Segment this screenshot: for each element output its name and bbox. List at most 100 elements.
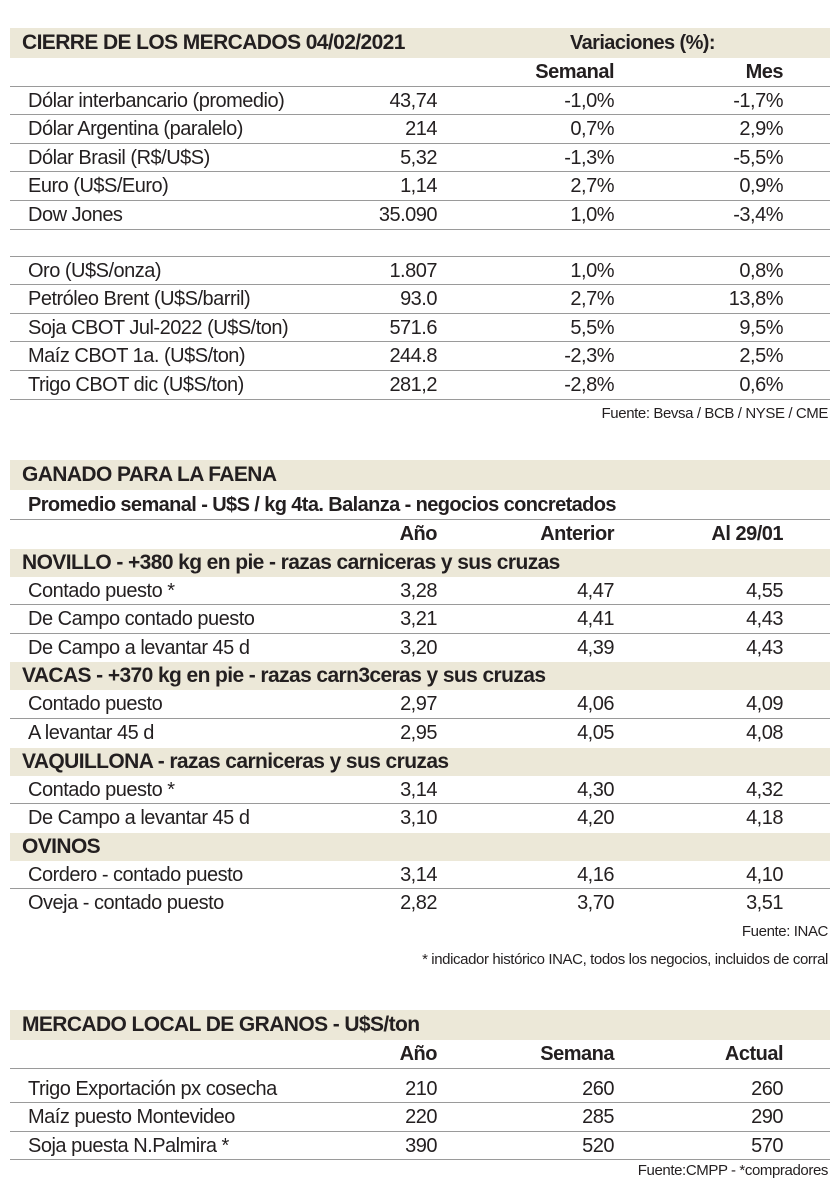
row-value-1: 214 <box>405 118 437 141</box>
mercados-title: CIERRE DE LOS MERCADOS 04/02/2021 <box>22 31 405 54</box>
table-row: Trigo CBOT dic (U$S/ton) 281,2 -2,8% 0,6% <box>10 371 830 400</box>
row-value-2: 4,05 <box>577 721 614 744</box>
row-value-3: 4,18 <box>746 807 783 830</box>
ganado-header: GANADO PARA LA FAENA <box>10 460 830 490</box>
row-value-3: 4,32 <box>746 778 783 801</box>
row-label: Trigo Exportación px cosecha <box>28 1077 277 1100</box>
row-value-2: 4,41 <box>577 608 614 631</box>
row-value-1: 3,14 <box>400 863 437 886</box>
row-value-1: 281,2 <box>389 373 437 396</box>
row-value-3: 2,9% <box>739 118 783 141</box>
row-label: De Campo a levantar 45 d <box>28 807 250 830</box>
row-value-2: 1,0% <box>570 203 614 226</box>
row-value-1: 2,95 <box>400 721 437 744</box>
ganado-source: Fuente: INAC <box>741 922 828 940</box>
row-label: Euro (U$S/Euro) <box>28 175 169 198</box>
granos-column-header: Año Semana Actual <box>10 1040 830 1069</box>
table-row: Dow Jones 35.090 1,0% -3,4% <box>10 201 830 230</box>
row-value-3: 0,6% <box>739 373 783 396</box>
row-label: Contado puesto * <box>28 778 175 801</box>
table-row: Soja puesta N.Palmira * 390 520 570 <box>10 1132 830 1161</box>
row-value-3: 13,8% <box>728 288 784 311</box>
row-value-1: 220 <box>405 1106 437 1129</box>
granos-table: MERCADO LOCAL DE GRANOS - U$S/ton Año Se… <box>10 1010 830 1182</box>
row-value-1: 3,14 <box>400 778 437 801</box>
group-header: VAQUILLONA - razas carniceras y sus cruz… <box>10 747 830 776</box>
group-header: NOVILLO - +380 kg en pie - razas carnice… <box>10 548 830 577</box>
row-value-2: 4,39 <box>577 636 614 659</box>
row-value-1: 210 <box>405 1077 437 1100</box>
ganado-title: GANADO PARA LA FAENA <box>22 463 277 486</box>
table-row: Dólar interbancario (promedio) 43,74 -1,0%… <box>10 87 830 116</box>
table-row: A levantar 45 d 2,95 4,05 4,08 <box>10 719 830 748</box>
row-label: Dow Jones <box>28 203 123 226</box>
row-label: Maíz CBOT 1a. (U$S/ton) <box>28 345 246 368</box>
row-value-1: 244.8 <box>389 345 437 368</box>
table-row: De Campo contado puesto 3,21 4,41 4,43 <box>10 605 830 634</box>
row-value-3: 570 <box>751 1134 783 1157</box>
col-mes: Mes <box>745 61 784 83</box>
ganado-footnote: * indicador histórico INAC, todos los ne… <box>422 950 828 968</box>
row-value-1: 1,14 <box>400 175 437 198</box>
ganado-column-header: Año Anterior Al 29/01 <box>10 520 830 549</box>
row-value-3: 4,08 <box>746 721 783 744</box>
table-row: Trigo Exportación px cosecha 210 260 260 <box>10 1075 830 1104</box>
mercados-column-header: Semanal Mes <box>10 58 830 87</box>
row-label: Soja puesta N.Palmira * <box>28 1134 229 1157</box>
row-value-3: 0,8% <box>739 259 783 282</box>
row-value-1: 3,20 <box>400 636 437 659</box>
row-label: Petróleo Brent (U$S/barril) <box>28 288 251 311</box>
table-row: Soja CBOT Jul-2022 (U$S/ton) 571.6 5,5% 9,5… <box>10 314 830 343</box>
table-row: Maíz puesto Montevideo 220 285 290 <box>10 1103 830 1132</box>
ganado-table: GANADO PARA LA FAENA Promedio semanal - … <box>10 460 830 974</box>
row-value-3: 290 <box>751 1106 783 1129</box>
row-value-3: -5,5% <box>733 146 783 169</box>
table-row: Dólar Argentina (paralelo) 214 0,7% 2,9% <box>10 115 830 144</box>
row-value-2: 4,47 <box>577 579 614 602</box>
row-value-2: -1,0% <box>564 89 614 112</box>
row-label: Cordero - contado puesto <box>28 863 243 886</box>
row-label: Maíz puesto Montevideo <box>28 1106 235 1129</box>
col-semanal: Semanal <box>535 61 614 83</box>
col-semana: Semana <box>540 1043 614 1065</box>
row-value-1: 3,28 <box>400 579 437 602</box>
row-value-2: -2,8% <box>564 373 614 396</box>
group-header: VACAS - +370 kg en pie - razas carn3cera… <box>10 662 830 691</box>
row-label: A levantar 45 d <box>28 721 154 744</box>
row-value-2: 4,20 <box>577 807 614 830</box>
row-value-3: 9,5% <box>739 316 783 339</box>
col-al-2901: Al 29/01 <box>711 523 783 545</box>
mercados-rows-b: Oro (U$S/onza) 1.807 1,0% 0,8% Petróleo Bren… <box>10 257 830 400</box>
row-label: Contado puesto * <box>28 579 175 602</box>
row-value-3: -1,7% <box>733 89 783 112</box>
row-value-3: 4,43 <box>746 608 783 631</box>
row-value-1: 93.0 <box>400 288 437 311</box>
mercados-header: CIERRE DE LOS MERCADOS 04/02/2021 Variac… <box>10 28 830 58</box>
granos-title: MERCADO LOCAL DE GRANOS - U$S/ton <box>22 1013 420 1036</box>
row-value-2: -2,3% <box>564 345 614 368</box>
mercados-source: Fuente: Bevsa / BCB / NYSE / CME <box>601 404 829 422</box>
row-value-2: 260 <box>582 1077 614 1100</box>
row-value-2: 1,0% <box>570 259 614 282</box>
group-title: NOVILLO - +380 kg en pie - razas carnice… <box>22 550 560 574</box>
row-value-1: 1.807 <box>389 259 437 282</box>
row-value-2: 520 <box>582 1134 614 1157</box>
table-row: De Campo a levantar 45 d 3,10 4,20 4,18 <box>10 804 830 833</box>
table-row: Dólar Brasil (R$/U$S) 5,32 -1,3% -5,5% <box>10 144 830 173</box>
table-row: Oveja - contado puesto 2,82 3,70 3,51 <box>10 889 830 918</box>
row-value-3: 3,51 <box>746 892 783 915</box>
group-header: OVINOS <box>10 832 830 861</box>
granos-rows: Trigo Exportación px cosecha 210 260 260 Maí… <box>10 1075 830 1161</box>
group-title: OVINOS <box>22 834 101 858</box>
group-title: VACAS - +370 kg en pie - razas carn3cera… <box>22 664 546 688</box>
row-value-2: 3,70 <box>577 892 614 915</box>
row-value-1: 2,97 <box>400 693 437 716</box>
row-value-3: 0,9% <box>739 175 783 198</box>
variaciones-label: Variaciones (%): <box>570 31 716 54</box>
table-row: Cordero - contado puesto 3,14 4,16 4,10 <box>10 861 830 890</box>
table-row: Oro (U$S/onza) 1.807 1,0% 0,8% <box>10 257 830 286</box>
group-title: VAQUILLONA - razas carniceras y sus cruz… <box>22 749 449 773</box>
row-label: Contado puesto <box>28 693 163 716</box>
row-value-3: 4,55 <box>746 579 783 602</box>
table-row: De Campo a levantar 45 d 3,20 4,39 4,43 <box>10 634 830 663</box>
